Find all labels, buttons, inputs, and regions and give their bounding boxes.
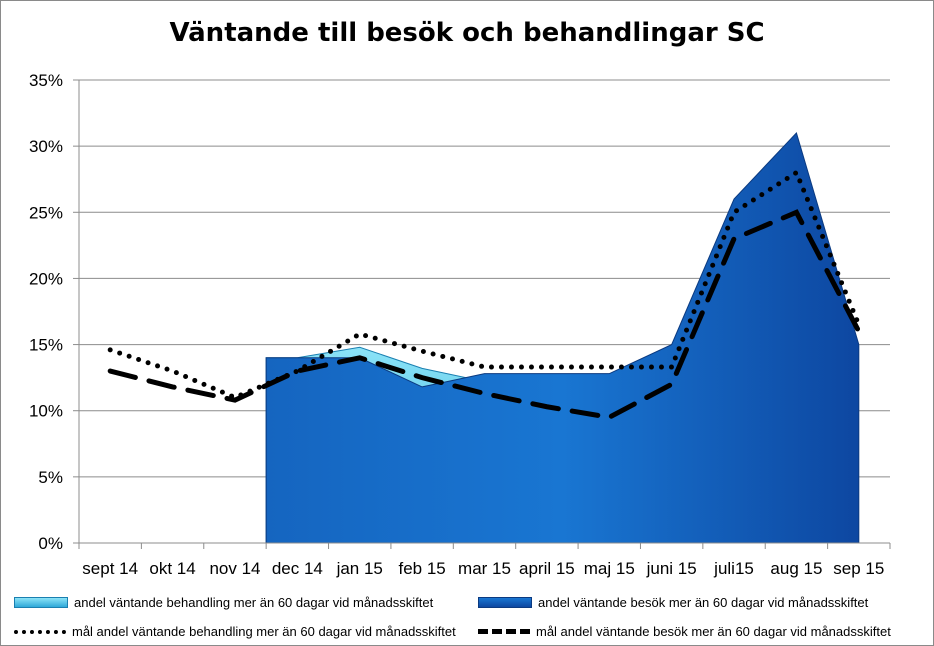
x-tick-label: okt 14 [149,559,195,578]
legend-label: mål andel väntande besök mer än 60 dagar… [536,624,891,639]
y-tick-label: 20% [29,269,63,288]
legend-item-besok-area: andel väntande besök mer än 60 dagar vid… [478,595,868,610]
y-tick-label: 30% [29,137,63,156]
x-tick-label: maj 15 [584,559,635,578]
y-tick-label: 15% [29,336,63,355]
x-tick-label: juli15 [713,559,754,578]
x-tick-label: sept 14 [82,559,138,578]
x-tick-label: jan 15 [336,559,383,578]
legend-label: andel väntande behandling mer än 60 daga… [74,595,434,610]
y-tick-label: 0% [38,534,63,553]
legend-item-besok-goal: mål andel väntande besök mer än 60 dagar… [478,624,891,639]
y-tick-label: 5% [38,468,63,487]
legend-swatch-dashed [478,629,530,634]
x-tick-label: feb 15 [398,559,445,578]
x-tick-label: nov 14 [209,559,260,578]
y-tick-label: 25% [29,203,63,222]
x-tick-label: aug 15 [770,559,822,578]
legend-swatch-dotted [14,629,66,634]
legend-item-behandling-area: andel väntande behandling mer än 60 daga… [14,595,433,610]
x-tick-label: mar 15 [458,559,511,578]
legend-swatch-dark [478,597,532,608]
y-tick-label: 35% [29,71,63,90]
x-tick-label: dec 14 [272,559,323,578]
x-tick-label: sep 15 [833,559,884,578]
x-tick-label: juni 15 [646,559,697,578]
legend-label: mål andel väntande behandling mer än 60 … [72,624,456,639]
line-besok-goal [107,209,862,420]
legend-label: andel väntande besök mer än 60 dagar vid… [538,595,869,610]
chart-title: Väntande till besök och behandlingar SC [169,18,765,48]
legend-item-behandling-goal: mål andel väntande behandling mer än 60 … [14,624,456,639]
x-tick-label: april 15 [519,559,575,578]
y-tick-label: 10% [29,402,63,421]
legend-swatch-light [14,597,68,608]
